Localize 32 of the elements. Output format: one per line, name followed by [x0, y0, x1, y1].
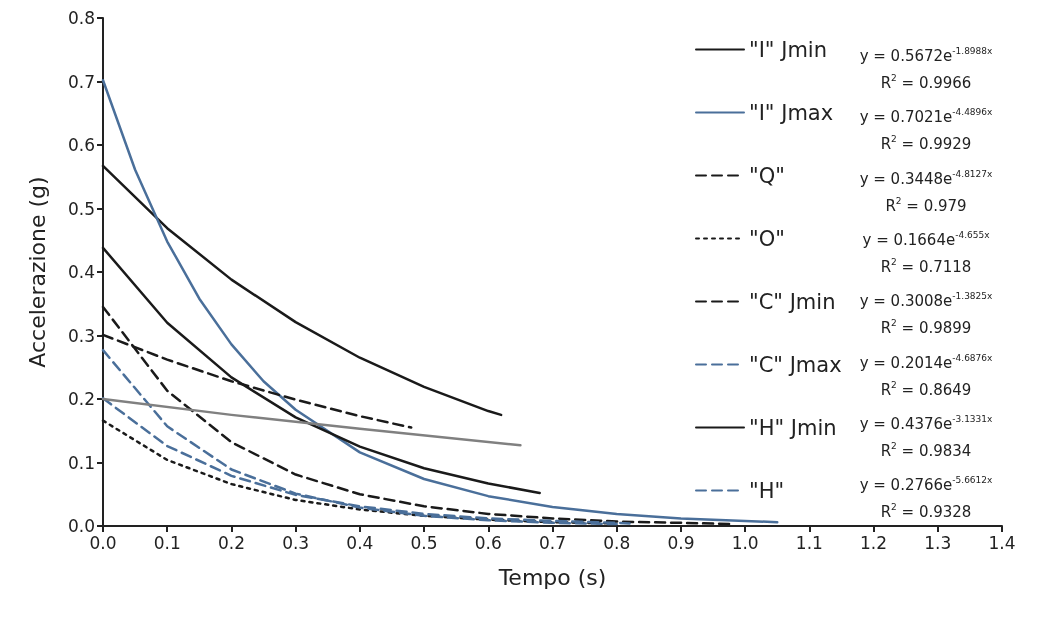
legend-label: "O" — [749, 226, 785, 251]
y-tick-label: 0.1 — [67, 452, 95, 473]
y-tick-label: 0.5 — [67, 198, 95, 219]
x-tick-label: 1.4 — [988, 532, 1016, 553]
y-tick-label: 0.4 — [67, 262, 95, 282]
x-tick-label: 0.2 — [217, 532, 245, 553]
x-tick-label: 1.0 — [731, 532, 759, 553]
legend-label: "I" Jmax — [749, 100, 834, 125]
x-tick-label: 0.9 — [667, 532, 695, 553]
x-tick-label: 0.3 — [282, 532, 310, 553]
y-tick-label: 0.8 — [67, 8, 95, 28]
x-tick-label: 1.1 — [795, 532, 823, 553]
legend-label: "H" — [749, 478, 785, 503]
legend-label: "Q" — [749, 163, 785, 188]
x-tick-label: 0.6 — [474, 532, 502, 553]
legend-label: "C" Jmax — [749, 352, 842, 377]
x-tick-label: 0.1 — [153, 532, 181, 553]
y-tick-label: 0.3 — [67, 325, 95, 346]
y-axis-title: Accelerazione (g) — [24, 176, 50, 368]
x-tick-label: 1.2 — [860, 532, 888, 553]
x-tick-label: 0.7 — [538, 532, 567, 553]
x-tick-label: 0.8 — [603, 532, 631, 553]
x-tick-label: 0.5 — [410, 532, 438, 553]
y-tick-label: 0.7 — [67, 71, 95, 92]
x-axis-title: Tempo (s) — [497, 564, 607, 590]
y-tick-label: 0.2 — [67, 389, 95, 409]
legend-label: "H" Jmin — [749, 415, 837, 440]
legend-label: "C" Jmin — [749, 289, 836, 314]
x-tick-label: 0.4 — [346, 532, 374, 553]
legend-label: "I" Jmin — [749, 37, 827, 62]
y-tick-label: 0.6 — [67, 135, 95, 155]
x-tick-label: 1.3 — [924, 532, 952, 553]
